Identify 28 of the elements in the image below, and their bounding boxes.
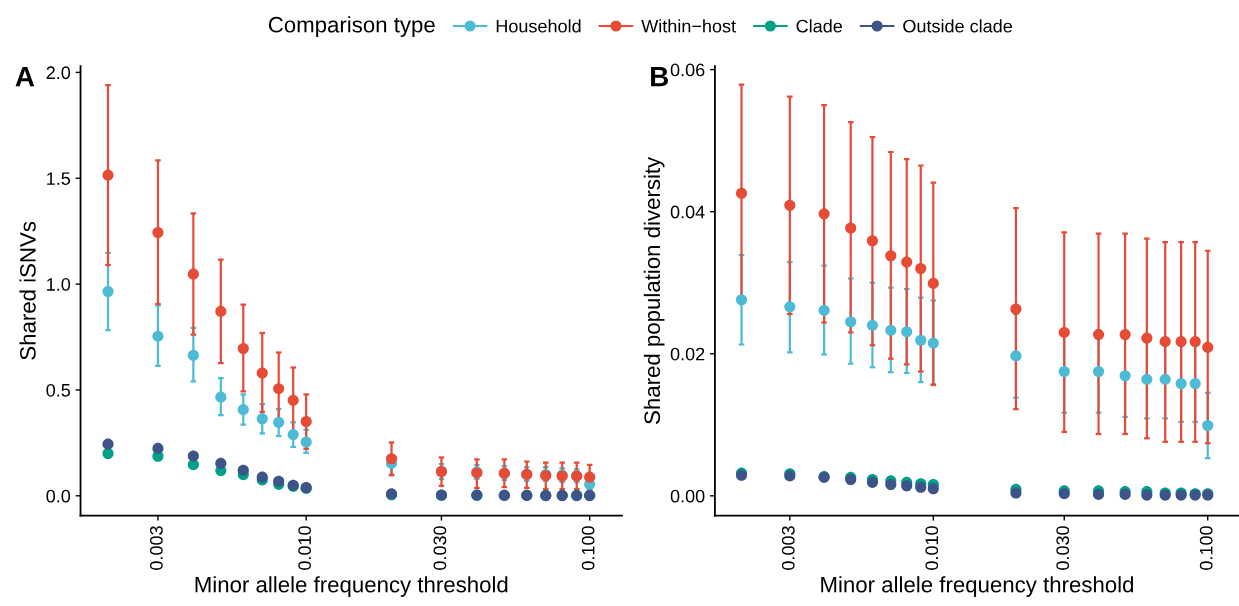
- y-tick-label: 0.5: [46, 383, 71, 397]
- y-tick-label: 0.06: [670, 63, 705, 77]
- legend-title: Comparison type: [268, 16, 435, 37]
- x-tick-label: 0.100: [1199, 526, 1213, 570]
- legend-label: Within−host: [641, 19, 736, 33]
- x-tick-label: 0.030: [433, 526, 447, 570]
- x-tick-label: 0.010: [925, 526, 939, 570]
- y-tick-label: 2.0: [46, 66, 71, 80]
- y-tick-label: 1.5: [47, 172, 71, 185]
- y-tick-label: 0.04: [670, 205, 705, 219]
- x-tick-label: 0.100: [581, 526, 595, 570]
- y-axis-title: Shared iSNVs: [19, 221, 36, 360]
- x-tick-label: 0.003: [781, 526, 795, 570]
- y-tick-label: 1.0: [47, 278, 71, 291]
- legend-label: Clade: [796, 19, 842, 33]
- y-axis-title: Shared population diversity: [643, 156, 665, 424]
- y-tick-label: 0.00: [670, 489, 705, 503]
- text: B: [651, 67, 669, 87]
- y-tick-label: 0.02: [670, 347, 705, 361]
- text: A: [15, 67, 35, 87]
- x-tick-label: 0.010: [298, 526, 312, 570]
- y-tick-label: 0.0: [46, 489, 71, 503]
- legend-label: Outside clade: [903, 19, 1012, 33]
- x-tick-label: 0.030: [1056, 526, 1070, 570]
- legend-label: Household: [496, 19, 581, 33]
- x-tick-label: 0.003: [149, 526, 163, 570]
- x-axis-title: Minor allele frequency threshold: [195, 576, 508, 597]
- x-axis-title: Minor allele frequency threshold: [821, 576, 1134, 597]
